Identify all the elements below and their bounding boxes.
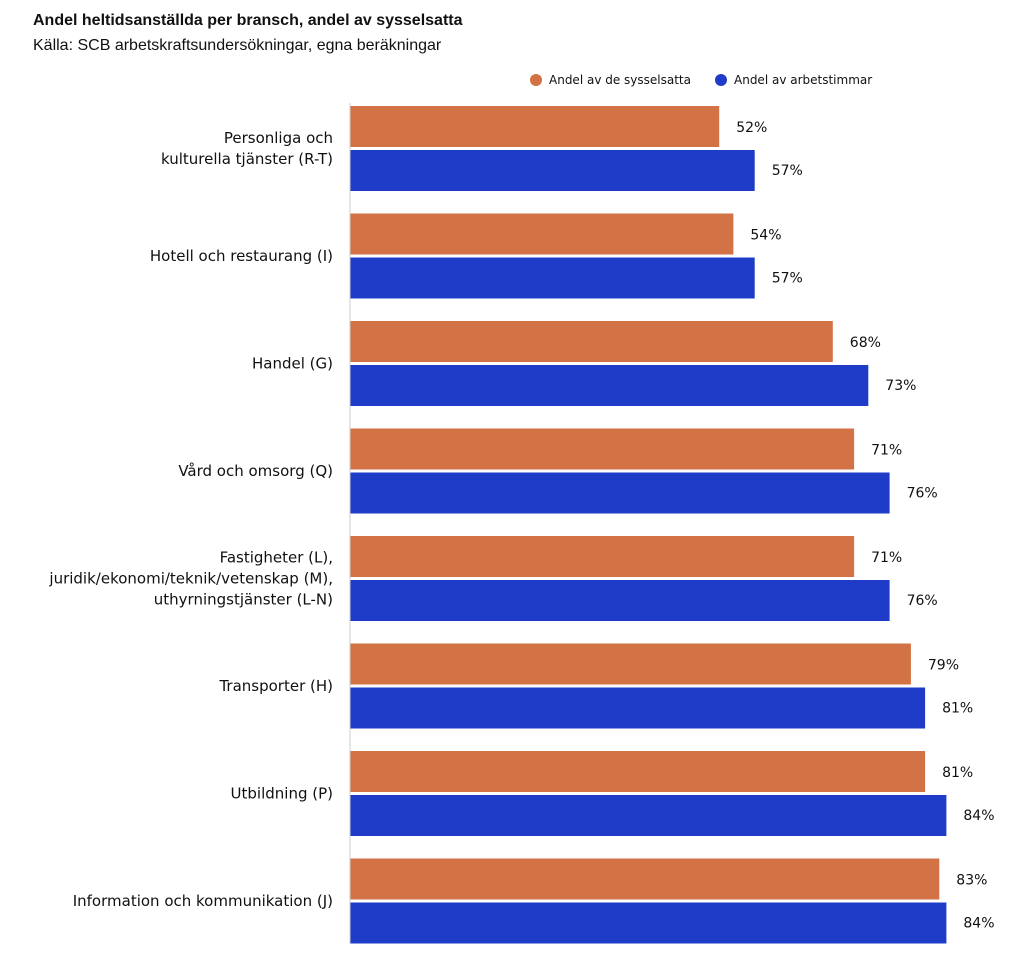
category-label: Fastigheter (L), <box>220 549 333 567</box>
bar-arbetstimmar <box>350 150 755 191</box>
category-label: Personliga och <box>224 129 333 147</box>
bar-arbetstimmar <box>350 472 890 514</box>
bar-arbetstimmar <box>350 795 947 836</box>
category-label: Utbildning (P) <box>231 785 333 803</box>
bar-sysselsatta <box>350 106 720 147</box>
category-label: uthyrningstjänster (L-N) <box>154 591 333 609</box>
category-label: Vård och omsorg (Q) <box>178 462 333 480</box>
data-label: 84% <box>963 916 994 932</box>
bar-sysselsatta <box>350 751 926 792</box>
data-label: 57% <box>772 271 803 287</box>
category-label: Transporter (H) <box>218 677 333 695</box>
bar-sysselsatta <box>350 428 855 470</box>
data-label: 79% <box>928 658 959 674</box>
chart-subtitle: Källa: SCB arbetskraftsundersökningar, e… <box>33 37 442 54</box>
bar-sysselsatta <box>350 321 833 362</box>
bar-sysselsatta <box>350 213 734 255</box>
data-label: 57% <box>772 163 803 179</box>
chart-title: Andel heltidsanställda per bransch, ande… <box>33 12 463 29</box>
bar-sysselsatta <box>350 643 911 685</box>
bar-arbetstimmar <box>350 580 890 621</box>
bar-arbetstimmar <box>350 902 947 944</box>
bar-arbetstimmar <box>350 687 926 729</box>
data-label: 68% <box>850 335 881 351</box>
legend-label: Andel av arbetstimmar <box>734 73 872 87</box>
legend-marker <box>530 74 542 86</box>
category-label: Information och kommunikation (J) <box>73 892 333 910</box>
data-label: 52% <box>736 120 767 136</box>
category-label: Hotell och restaurang (I) <box>150 247 333 265</box>
data-label: 81% <box>942 765 973 781</box>
category-label: juridik/ekonomi/teknik/vetenskap (M), <box>48 570 333 588</box>
data-label: 83% <box>956 873 987 889</box>
legend-marker <box>715 74 727 86</box>
data-label: 71% <box>871 550 902 566</box>
category-label: kulturella tjänster (R-T) <box>161 150 333 168</box>
category-label: Handel (G) <box>252 355 333 373</box>
bar-sysselsatta <box>350 858 940 900</box>
legend-label: Andel av de sysselsatta <box>549 73 691 87</box>
data-label: 71% <box>871 443 902 459</box>
data-label: 81% <box>942 701 973 717</box>
data-label: 84% <box>963 808 994 824</box>
data-label: 76% <box>907 593 938 609</box>
data-label: 76% <box>907 486 938 502</box>
data-label: 54% <box>750 228 781 244</box>
bar-sysselsatta <box>350 536 855 577</box>
bar-arbetstimmar <box>350 365 869 406</box>
data-label: 73% <box>885 378 916 394</box>
bar-arbetstimmar <box>350 257 755 299</box>
